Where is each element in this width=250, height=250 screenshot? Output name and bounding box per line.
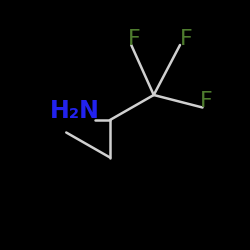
Text: F: F <box>128 29 140 49</box>
Text: F: F <box>180 29 192 49</box>
Text: H₂N: H₂N <box>50 99 100 123</box>
Text: F: F <box>200 91 212 111</box>
